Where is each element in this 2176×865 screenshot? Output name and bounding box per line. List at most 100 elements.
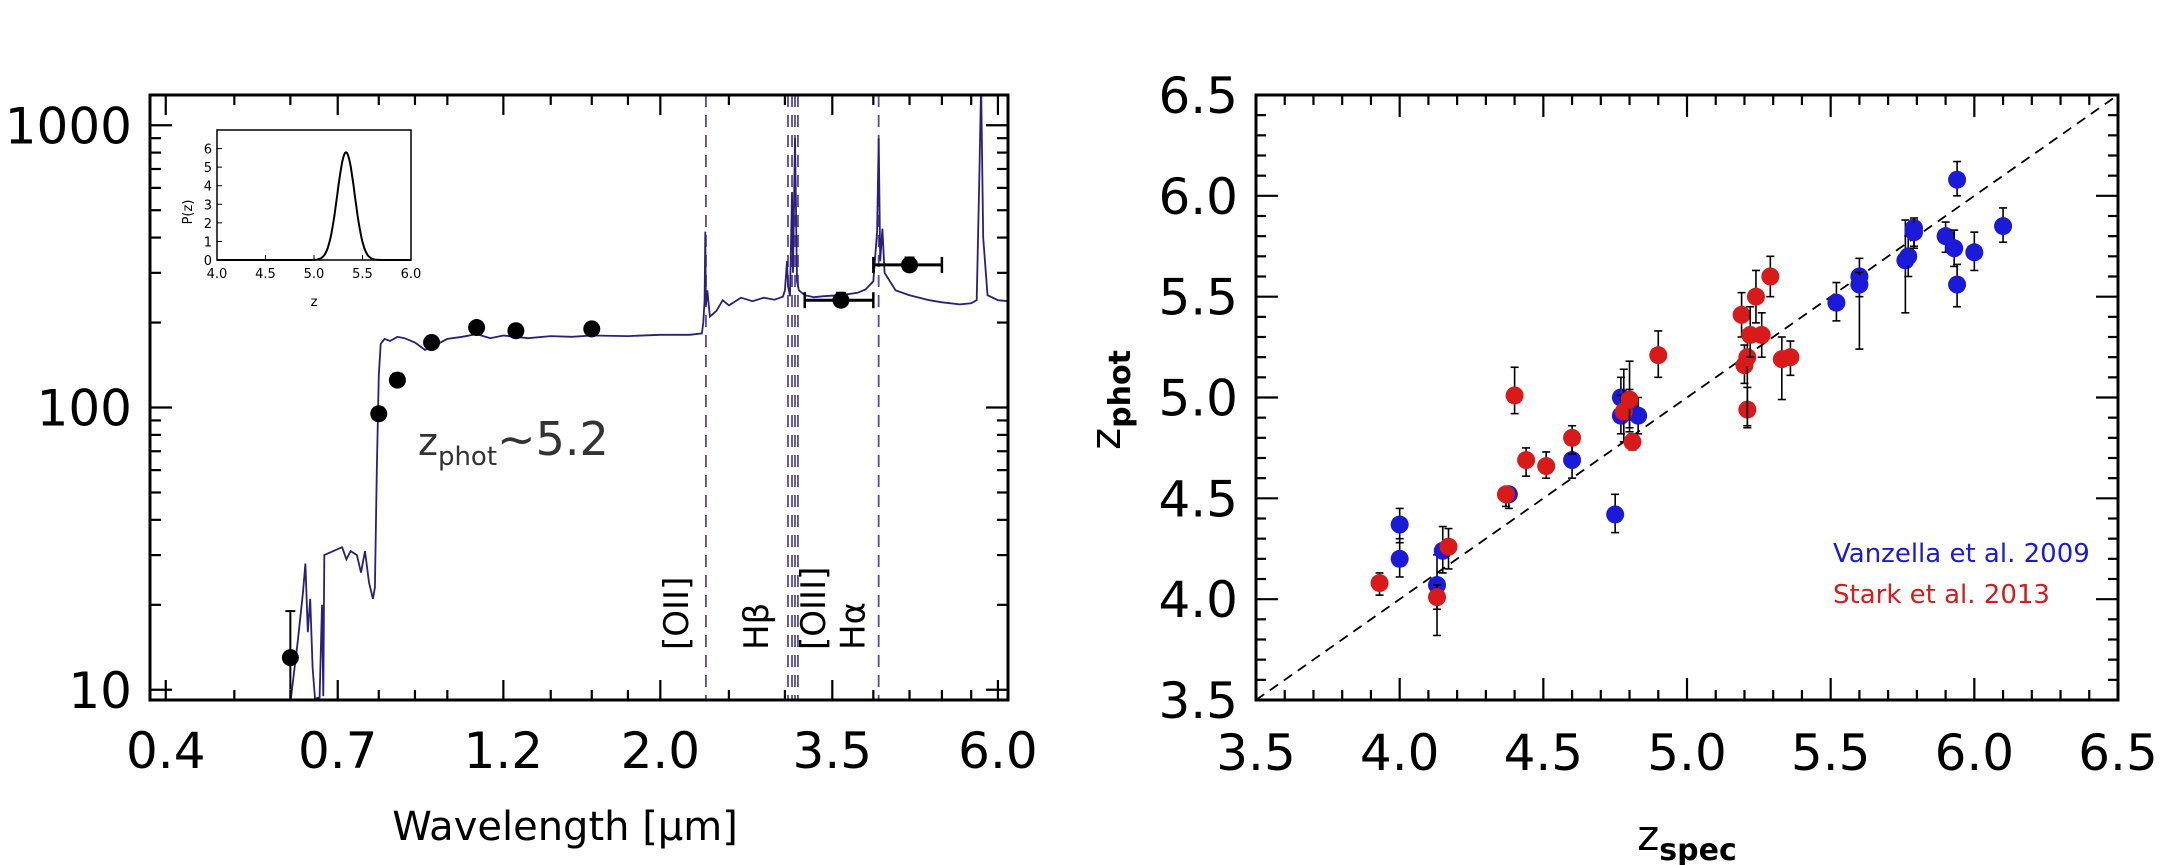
vanzella-point bbox=[1965, 243, 1984, 262]
pz-y-tick-label: 0 bbox=[204, 254, 212, 269]
pz-x-tick-label: 4.5 bbox=[255, 267, 276, 282]
emission-line-label: [OIII] bbox=[794, 567, 834, 650]
pz-x-tick-label: 4.0 bbox=[207, 267, 228, 282]
zz-y-tick-label: 4.0 bbox=[1158, 571, 1238, 629]
stark-point bbox=[1752, 325, 1771, 344]
pz-inset-ticks: 4.0 4.5 5.0 5.5 6.0 0 1 2 3 4 5 6 bbox=[204, 143, 422, 282]
pz-inset-frame bbox=[216, 129, 412, 261]
stark-point bbox=[1439, 537, 1458, 556]
zz-y-tick-label: 4.5 bbox=[1158, 470, 1238, 528]
stark-point bbox=[1746, 287, 1765, 306]
vanzella-point bbox=[1899, 247, 1918, 266]
sed-x-tick-label: 3.5 bbox=[793, 722, 873, 780]
zz-x-tick-label: 4.5 bbox=[1504, 724, 1584, 782]
stark-point bbox=[1537, 457, 1556, 476]
sed-x-tick-label: 1.2 bbox=[464, 722, 544, 780]
sed-point bbox=[423, 333, 441, 351]
sed-point bbox=[583, 320, 601, 338]
vanzella-point bbox=[1850, 275, 1869, 294]
zz-x-tick-label: 5.0 bbox=[1647, 724, 1727, 782]
stark-point bbox=[1623, 432, 1642, 451]
vanzella-point bbox=[1948, 170, 1967, 189]
pz-x-tick-label: 5.5 bbox=[352, 267, 373, 282]
vanzella-point bbox=[1904, 223, 1923, 242]
stark-point bbox=[1496, 485, 1515, 504]
zz-y-ticks: 3.5 4.0 4.5 5.0 5.5 6.0 6.5 bbox=[1158, 67, 2118, 730]
zz-y-tick-label: 6.0 bbox=[1158, 168, 1238, 226]
sed-photometry-points bbox=[281, 256, 944, 690]
zphot-annotation: zphot~5.2 bbox=[418, 412, 609, 472]
zz-x-ticks: 3.5 4.0 4.5 5.0 5.5 6.0 6.5 bbox=[1216, 95, 2158, 782]
stark-point bbox=[1517, 451, 1536, 470]
one-to-one-line bbox=[1255, 94, 2119, 701]
sed-axes-frame bbox=[148, 93, 1010, 702]
zz-x-tick-label: 6.5 bbox=[2078, 724, 2158, 782]
stark-point bbox=[1732, 305, 1751, 324]
zz-x-tick-label: 4.0 bbox=[1360, 724, 1440, 782]
zz-y-tick-label: 6.5 bbox=[1158, 67, 1238, 125]
sed-point bbox=[370, 405, 388, 423]
stark-point bbox=[1781, 348, 1800, 367]
stark-point bbox=[1563, 428, 1582, 447]
pz-y-tick-label: 1 bbox=[204, 235, 212, 250]
vanzella-point bbox=[1948, 275, 1967, 294]
zz-panel: 3.5 4.0 4.5 5.0 5.5 6.0 6.5 3.5 4.0 4.5 5.0 5.5 6.0… bbox=[1081, 67, 2158, 865]
stark-point bbox=[1370, 574, 1389, 593]
sed-x-ticks: 0.4 0.7 1.2 2.0 3.5 6.0 bbox=[126, 95, 1038, 780]
stark-point bbox=[1620, 390, 1639, 409]
stark-series bbox=[1370, 255, 1800, 637]
emission-line-labels: [OII] Hβ [OIII] Hα bbox=[657, 567, 874, 650]
vanzella-point bbox=[1606, 505, 1625, 524]
vanzella-point bbox=[1390, 549, 1409, 568]
sed-x-tick-label: 2.0 bbox=[621, 722, 701, 780]
zz-y-tick-label: 5.0 bbox=[1158, 370, 1238, 428]
stark-point bbox=[1761, 267, 1780, 286]
vanzella-point bbox=[1629, 406, 1648, 425]
zz-scatter-points bbox=[1370, 160, 2013, 637]
pz-y-tick-label: 3 bbox=[204, 198, 212, 213]
sed-point bbox=[832, 291, 850, 309]
vanzella-point bbox=[1390, 515, 1409, 534]
legend-vanzella: Vanzella et al. 2009 bbox=[1833, 539, 2090, 569]
pz-inset-ylabel: P(z) bbox=[181, 200, 196, 225]
sed-point bbox=[281, 649, 299, 667]
pz-y-tick-label: 2 bbox=[204, 217, 212, 232]
emission-line-label: Hβ bbox=[737, 603, 777, 650]
vanzella-point bbox=[1827, 293, 1846, 312]
sed-x-tick-label: 0.4 bbox=[126, 722, 206, 780]
sed-point bbox=[901, 256, 919, 274]
pz-inset-xlabel: z bbox=[311, 295, 318, 310]
sed-point bbox=[507, 322, 525, 340]
sed-y-tick-label: 100 bbox=[37, 380, 132, 438]
sed-y-tick-label: 1000 bbox=[5, 97, 132, 155]
sed-x-tick-label: 6.0 bbox=[958, 722, 1038, 780]
zz-x-tick-label: 5.5 bbox=[1791, 724, 1871, 782]
emission-line-label: [OII] bbox=[657, 577, 697, 650]
stark-point bbox=[1428, 588, 1447, 607]
pz-y-tick-label: 4 bbox=[204, 180, 212, 195]
vanzella-point bbox=[1945, 239, 1964, 258]
pz-curve bbox=[217, 151, 411, 261]
zz-y-tick-label: 3.5 bbox=[1158, 672, 1238, 730]
sed-x-tick-label: 0.7 bbox=[298, 722, 378, 780]
emission-line-label: Hα bbox=[834, 602, 874, 650]
stark-point bbox=[1505, 386, 1524, 405]
sed-point bbox=[388, 371, 406, 389]
pz-y-tick-label: 6 bbox=[204, 143, 212, 158]
sed-x-axis-label: Wavelength [μm] bbox=[392, 804, 738, 850]
zz-y-axis-label: zphot bbox=[1081, 350, 1138, 450]
pz-x-tick-label: 6.0 bbox=[401, 267, 422, 282]
zz-x-axis-label: zspec bbox=[1637, 811, 1737, 865]
pz-x-tick-label: 5.0 bbox=[304, 267, 325, 282]
vanzella-point bbox=[1563, 451, 1582, 470]
sed-model-spectrum bbox=[289, 95, 1008, 700]
sed-y-tick-label: 10 bbox=[68, 662, 132, 720]
pz-y-tick-label: 5 bbox=[204, 161, 212, 176]
zz-x-tick-label: 3.5 bbox=[1216, 724, 1296, 782]
pz-inset: 4.0 4.5 5.0 5.5 6.0 0 1 2 3 4 5 6 P(z) z bbox=[181, 129, 422, 310]
zz-x-tick-label: 6.0 bbox=[1935, 724, 2015, 782]
stark-point bbox=[1649, 346, 1668, 365]
